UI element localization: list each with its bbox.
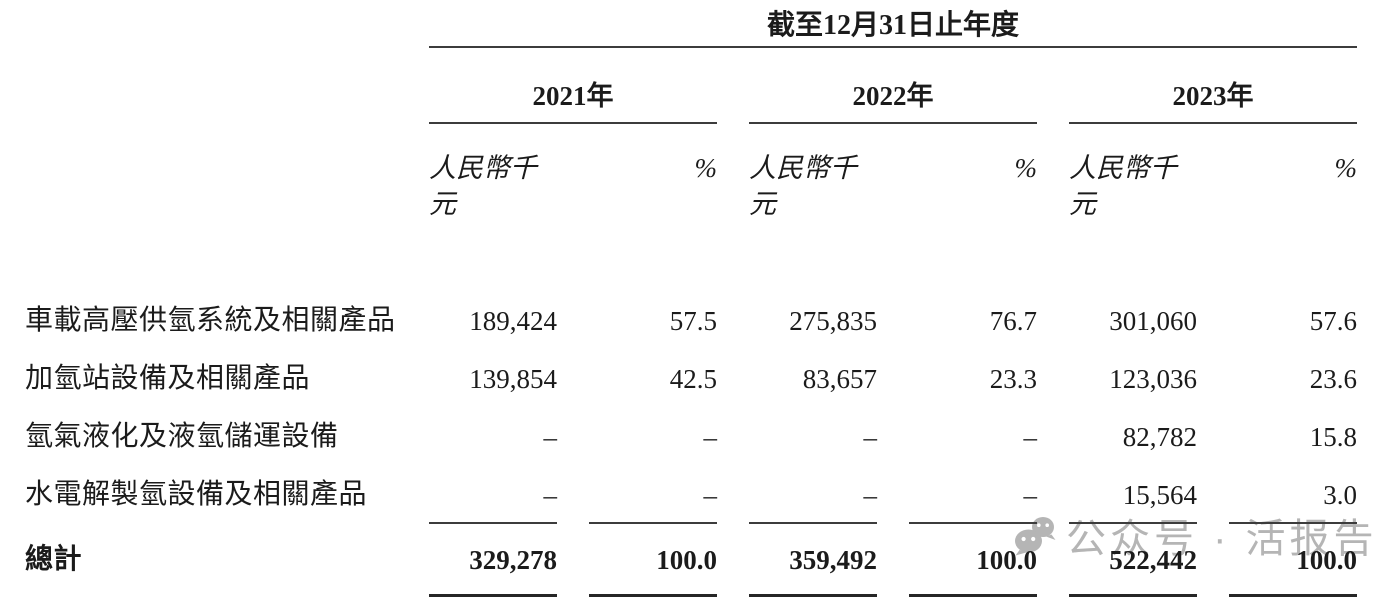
unit-header-2023: 人民幣千元 [1069, 153, 1177, 219]
double-rule [1229, 594, 1357, 598]
double-rule [909, 594, 1037, 598]
pct-header-2022: % [1014, 153, 1038, 183]
cell-pct-2022: – [909, 466, 1037, 524]
cell-pct-2023: 23.6 [1309, 364, 1357, 394]
top-rule [429, 46, 1357, 48]
spacer-cell [25, 6, 397, 46]
spacer-cell [25, 48, 397, 124]
cell-pct-2021: 57.5 [669, 306, 717, 336]
table-row: 加氫站設備及相關產品 139,854 42.5 83,657 23.3 123,… [25, 350, 1357, 408]
double-rule [749, 594, 877, 598]
cell-amount-2021: 189,424 [469, 306, 557, 336]
double-rule [1069, 594, 1197, 598]
cell-amount-2021: 139,854 [469, 364, 557, 394]
total-row: 總計 329,278 100.0 359,492 100.0 522,442 1… [25, 532, 1357, 588]
total-amount-2022: 359,492 [789, 545, 877, 575]
cell-pct-2023: 3.0 [1229, 466, 1357, 524]
total-label: 總計 [25, 544, 83, 575]
total-pct-2023: 100.0 [1296, 545, 1357, 575]
cell-amount-2022: 83,657 [802, 364, 877, 394]
subheader-row: 人民幣千元 % 人民幣千元 % 人民幣千元 % [25, 124, 1357, 222]
cell-pct-2021: – [589, 466, 717, 524]
table-row: 氫氣液化及液氫儲運設備 – – – – 82,782 15.8 [25, 408, 1357, 466]
cell-pct-2022: 23.3 [989, 364, 1037, 394]
cell-amount-2023: 301,060 [1109, 306, 1197, 336]
cell-pct-2023: 15.8 [1309, 422, 1357, 452]
cell-amount-2023: 82,782 [1122, 422, 1197, 452]
row-label: 氫氣液化及液氫儲運設備 [25, 421, 339, 452]
cell-amount-2023: 15,564 [1069, 466, 1197, 524]
cell-amount-2021: – [543, 422, 558, 452]
wechat-icon [1015, 517, 1056, 556]
row-label: 車載高壓供氫系統及相關產品 [25, 305, 396, 336]
unit-header-2022: 人民幣千元 [749, 153, 857, 219]
double-rule [589, 594, 717, 598]
spacer-cell [25, 594, 397, 598]
total-amount-2021: 329,278 [469, 545, 557, 575]
cell-pct-2022: – [1023, 422, 1038, 452]
year-header-2021: 2021年 [429, 48, 717, 124]
pct-header-2021: % [694, 153, 718, 183]
pct-header-2023: % [1334, 153, 1358, 183]
cell-amount-2021: – [429, 466, 557, 524]
year-header-2022: 2022年 [749, 48, 1037, 124]
watermark-text: 公众号 · 活报告 [1066, 517, 1378, 561]
period-header-row: 截至12月31日止年度 [25, 6, 1357, 46]
cell-amount-2022: – [863, 422, 878, 452]
total-pct-2021: 100.0 [656, 545, 717, 575]
double-rule [429, 594, 557, 598]
cell-amount-2022: – [749, 466, 877, 524]
unit-header-2021: 人民幣千元 [429, 153, 537, 219]
watermark: 公众号 · 活报告 [1012, 506, 1378, 564]
cell-amount-2022: 275,835 [789, 306, 877, 336]
total-amount-2023: 522,442 [1109, 545, 1197, 575]
row-label: 水電解製氫設備及相關產品 [25, 479, 368, 510]
table-row: 水電解製氫設備及相關產品 – – – – 15,564 3.0 [25, 466, 1357, 524]
top-rule-row [25, 46, 1357, 48]
spacer-cell [25, 124, 397, 222]
cell-pct-2021: – [703, 422, 718, 452]
table-row: 車載高壓供氫系統及相關產品 189,424 57.5 275,835 76.7 … [25, 292, 1357, 350]
cell-pct-2021: 42.5 [669, 364, 717, 394]
total-double-rule-row [25, 594, 1357, 598]
year-header-2023: 2023年 [1069, 48, 1357, 124]
total-pct-2022: 100.0 [976, 545, 1037, 575]
cell-amount-2023: 123,036 [1109, 364, 1197, 394]
row-label: 加氫站設備及相關產品 [25, 363, 311, 394]
cell-pct-2022: 76.7 [989, 306, 1037, 336]
year-header-row: 2021年 2022年 2023年 [25, 48, 1357, 124]
cell-pct-2023: 57.6 [1309, 306, 1357, 336]
period-header: 截至12月31日止年度 [766, 10, 1019, 41]
